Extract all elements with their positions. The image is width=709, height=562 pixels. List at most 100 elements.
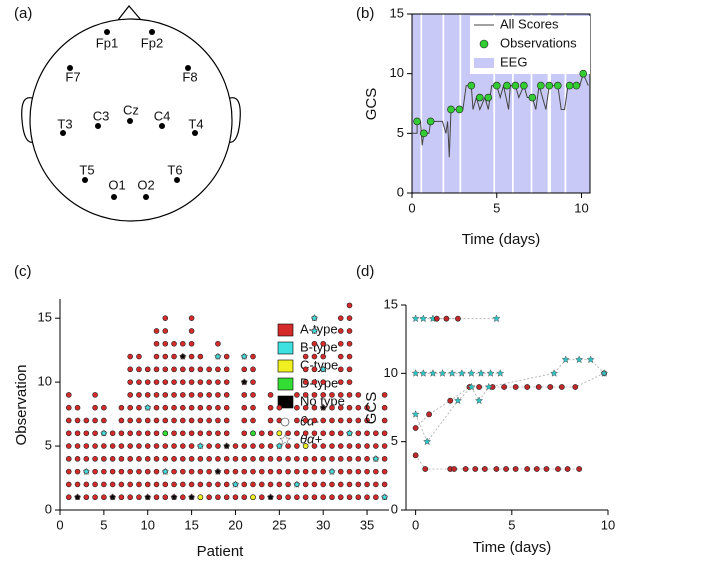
circle-marker xyxy=(171,392,177,398)
star-marker xyxy=(319,365,328,373)
electrode xyxy=(192,130,198,136)
star-marker xyxy=(345,429,354,437)
circle-marker xyxy=(232,456,239,462)
x-tick-label: 0 xyxy=(56,517,63,532)
circle-marker xyxy=(258,494,265,501)
circle-marker xyxy=(355,468,362,475)
circle-marker xyxy=(153,468,160,475)
circle-marker xyxy=(223,430,230,437)
circle-marker xyxy=(337,468,344,475)
circle-marker xyxy=(364,404,370,411)
circle-marker xyxy=(447,397,454,404)
circle-marker xyxy=(74,430,81,437)
circle-marker xyxy=(364,494,370,501)
circle-marker xyxy=(311,456,318,462)
circle-marker xyxy=(267,443,274,449)
circle-marker xyxy=(136,443,142,449)
circle-marker xyxy=(136,404,142,411)
legend-swatch xyxy=(277,359,294,373)
circle-marker xyxy=(294,494,300,501)
circle-marker xyxy=(162,340,169,347)
panel-label: (d) xyxy=(356,263,374,280)
circle-marker xyxy=(188,430,195,437)
circle-marker xyxy=(364,443,370,449)
electrode-label: T6 xyxy=(167,162,182,177)
star-marker xyxy=(143,493,152,501)
circle-marker xyxy=(302,379,309,385)
star-marker xyxy=(492,314,501,323)
circle-marker xyxy=(144,481,151,488)
circle-marker xyxy=(329,392,335,398)
circle-marker xyxy=(346,456,353,462)
circle-marker xyxy=(535,384,542,390)
circle-marker xyxy=(364,468,370,475)
circle-marker xyxy=(65,456,72,462)
circle-marker xyxy=(373,443,379,449)
circle-marker xyxy=(579,69,588,78)
circle-marker xyxy=(215,366,221,373)
circle-marker xyxy=(223,392,230,398)
circle-marker xyxy=(512,384,519,390)
circle-marker xyxy=(329,456,335,462)
circle-marker xyxy=(232,494,239,501)
circle-marker xyxy=(302,417,309,424)
circle-marker xyxy=(381,443,388,449)
circle-marker xyxy=(355,417,362,424)
circle-marker xyxy=(136,494,142,501)
circle-marker xyxy=(355,494,362,501)
circle-marker xyxy=(302,366,309,373)
electrodes: Fp1 Fp2 F7 F8 C3 Cz C4 T3 T4 T5 T6 O1 O2 xyxy=(57,29,204,200)
circle-marker xyxy=(337,494,344,501)
circle-marker xyxy=(311,468,318,475)
circle-marker xyxy=(553,81,562,90)
circle-marker xyxy=(162,404,169,411)
circle-marker xyxy=(433,315,440,322)
circle-marker xyxy=(109,456,116,462)
circle-marker xyxy=(136,417,142,424)
star-marker xyxy=(310,326,319,335)
y-tick-label: 5 xyxy=(397,125,404,140)
circle-marker xyxy=(267,456,274,462)
circle-marker xyxy=(188,443,195,449)
star-marker xyxy=(438,369,447,377)
circle-marker xyxy=(294,417,300,424)
electrode xyxy=(60,130,66,136)
circle-marker xyxy=(180,392,186,398)
circle-marker xyxy=(276,456,283,462)
circle-marker xyxy=(337,456,344,462)
circle-marker xyxy=(188,404,195,411)
circle-marker xyxy=(136,468,142,475)
circle-marker xyxy=(241,456,248,462)
circle-marker xyxy=(171,366,177,373)
circle-marker xyxy=(346,468,353,475)
star-marker xyxy=(561,355,570,364)
circle-marker xyxy=(346,392,353,398)
circle-marker xyxy=(215,430,221,437)
circle-marker xyxy=(302,443,309,449)
circle-marker xyxy=(65,443,72,449)
circle-marker xyxy=(127,481,133,488)
circle-marker xyxy=(171,340,177,347)
eeg-band xyxy=(412,14,421,193)
circle-marker xyxy=(346,443,353,449)
legend-label: No type xyxy=(300,393,345,408)
circle-marker xyxy=(180,404,186,411)
ear xyxy=(21,97,35,143)
circle-marker xyxy=(329,417,335,424)
star-marker xyxy=(73,493,82,501)
circle-marker xyxy=(215,404,221,411)
circle-marker xyxy=(206,430,212,437)
star-marker xyxy=(484,382,493,391)
electrode xyxy=(174,177,180,183)
circle-marker xyxy=(206,379,212,385)
circle-marker xyxy=(162,379,169,385)
x-tick-label: 30 xyxy=(316,517,330,532)
circle-marker xyxy=(258,443,265,449)
circle-marker xyxy=(346,353,353,360)
circle-marker xyxy=(294,456,300,462)
circle-marker xyxy=(364,430,370,437)
x-tick-label: 15 xyxy=(184,517,198,532)
circle-marker xyxy=(162,430,169,437)
circle-marker xyxy=(276,430,283,437)
circle-marker xyxy=(381,430,388,437)
